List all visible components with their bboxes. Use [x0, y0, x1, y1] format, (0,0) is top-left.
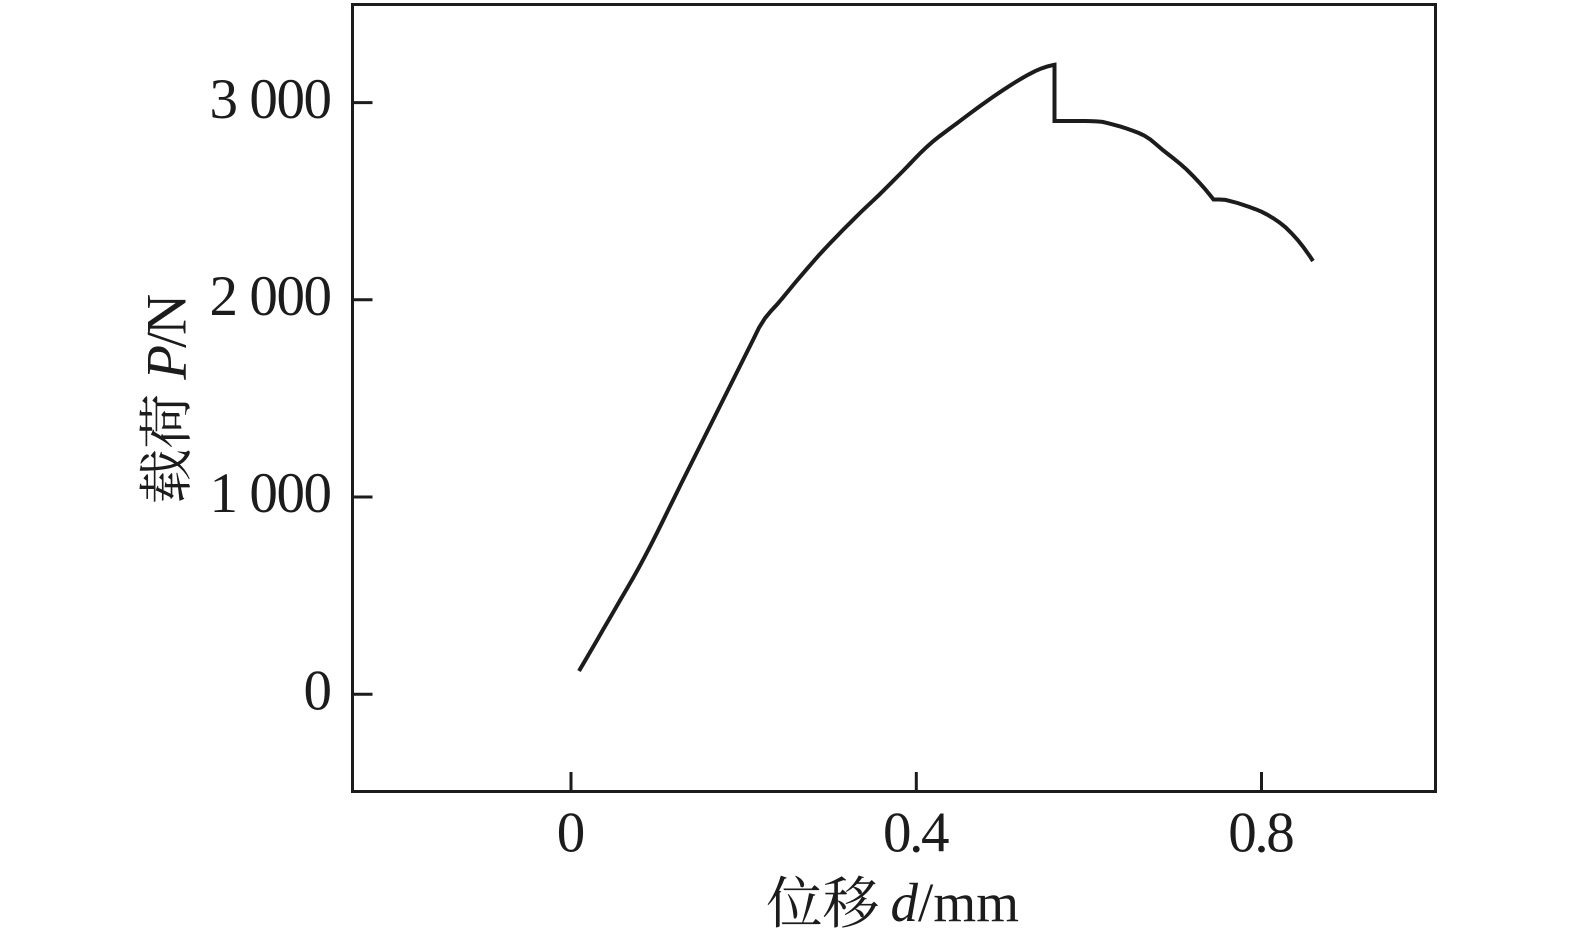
svg-text:3 000: 3 000	[210, 68, 333, 131]
svg-text:d/mm: d/mm	[891, 872, 1020, 933]
svg-text:0.8: 0.8	[1228, 802, 1295, 865]
svg-text:0: 0	[557, 802, 586, 865]
svg-text:2 000: 2 000	[210, 265, 333, 328]
svg-text:0: 0	[304, 659, 333, 722]
svg-text:0.4: 0.4	[883, 802, 950, 865]
svg-text:P/N: P/N	[136, 294, 199, 381]
svg-text:1 000: 1 000	[210, 462, 333, 525]
